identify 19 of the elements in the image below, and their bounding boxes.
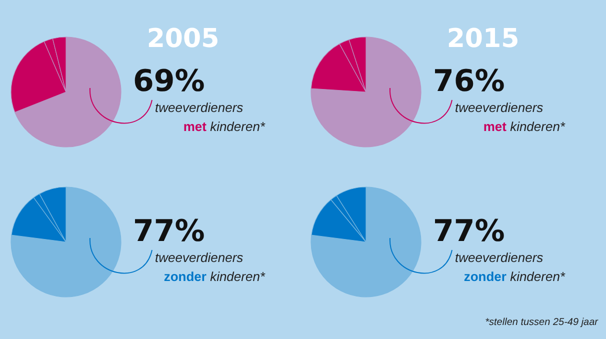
text: 77%	[133, 214, 205, 249]
text: tweeverdieners	[455, 100, 544, 115]
text: 76%	[433, 64, 505, 99]
text: zonder kinderen*	[464, 269, 565, 284]
pie-slice	[310, 36, 422, 148]
pie-slice	[10, 186, 122, 298]
text: tweeverdieners	[155, 100, 244, 115]
text: 2015	[446, 24, 520, 54]
text: 69%	[133, 64, 205, 99]
text: tweeverdieners	[455, 250, 544, 265]
pie-slice	[310, 186, 422, 298]
text: tweeverdieners	[155, 250, 244, 265]
text: met kinderen*	[183, 119, 265, 134]
text: met kinderen*	[483, 119, 565, 134]
text: 2005	[146, 24, 220, 54]
text: zonder kinderen*	[164, 269, 265, 284]
text: *stellen tussen 25-49 jaar	[485, 317, 598, 328]
pie-slice	[14, 36, 122, 148]
text: 77%	[433, 214, 505, 249]
